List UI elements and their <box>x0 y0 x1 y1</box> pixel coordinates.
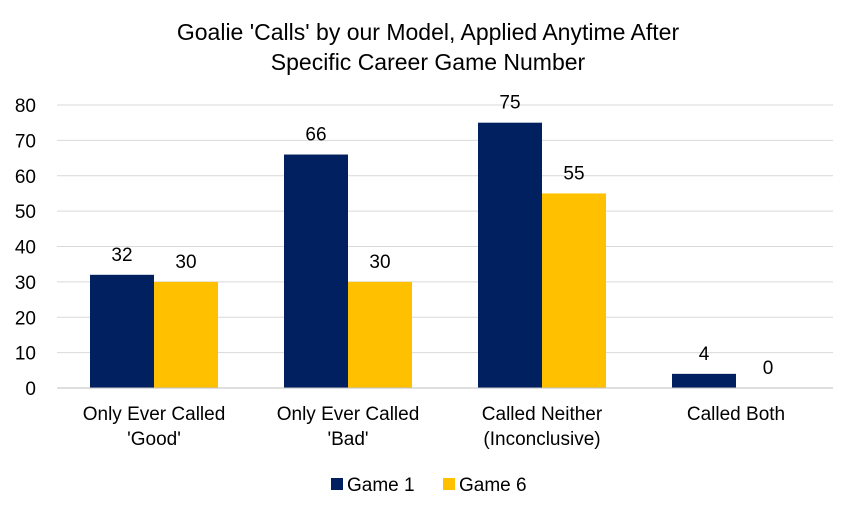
bar-game-6 <box>154 281 218 388</box>
chart-title-line-1: Goalie 'Calls' by our Model, Applied Any… <box>177 19 680 45</box>
y-tick-label: 70 <box>15 131 36 152</box>
y-tick-label: 80 <box>15 96 36 117</box>
y-tick-label: 0 <box>25 379 36 400</box>
data-label: 4 <box>699 344 710 365</box>
data-label: 30 <box>175 252 196 273</box>
data-label: 75 <box>499 93 520 114</box>
y-tick-label: 30 <box>15 273 36 294</box>
data-label: 30 <box>369 252 390 273</box>
category-label: Only Ever Called <box>83 404 226 425</box>
bar-game-1 <box>478 122 542 388</box>
category-label: 'Good' <box>127 429 181 450</box>
data-label: 66 <box>305 125 326 146</box>
y-tick-label: 10 <box>15 344 36 365</box>
category-label: Called Both <box>687 404 785 425</box>
legend-swatch <box>331 478 343 490</box>
bar-game-1 <box>284 154 348 388</box>
category-label: Called Neither <box>482 404 603 425</box>
category-label: 'Bad' <box>327 429 368 450</box>
category-label: (Inconclusive) <box>483 429 600 450</box>
legend-swatch <box>443 478 455 490</box>
legend: Game 1 Game 6 <box>331 475 527 496</box>
data-label: 0 <box>763 358 774 379</box>
data-label: 55 <box>563 163 584 184</box>
category-label: Only Ever Called <box>277 404 420 425</box>
y-tick-label: 40 <box>15 238 36 259</box>
y-tick-label: 60 <box>15 167 36 188</box>
chart-title-line-2: Specific Career Game Number <box>271 49 586 75</box>
y-tick-label: 20 <box>15 308 36 329</box>
x-axis: Only Ever Called 'Good' Only Ever Called 'B… <box>57 387 833 450</box>
legend-label: Game 1 <box>347 475 415 496</box>
bar-game-6 <box>542 193 606 388</box>
legend-label: Game 6 <box>459 475 527 496</box>
data-label: 32 <box>111 245 132 266</box>
y-axis-ticks: 0 10 20 30 40 50 60 70 80 <box>15 96 36 400</box>
bar-game-6 <box>348 281 412 388</box>
y-tick-label: 50 <box>15 202 36 223</box>
bars <box>90 122 736 388</box>
bar-game-1 <box>672 373 736 388</box>
bar-game-1 <box>90 274 154 388</box>
data-labels: 32 30 66 30 75 55 4 0 <box>111 93 773 379</box>
